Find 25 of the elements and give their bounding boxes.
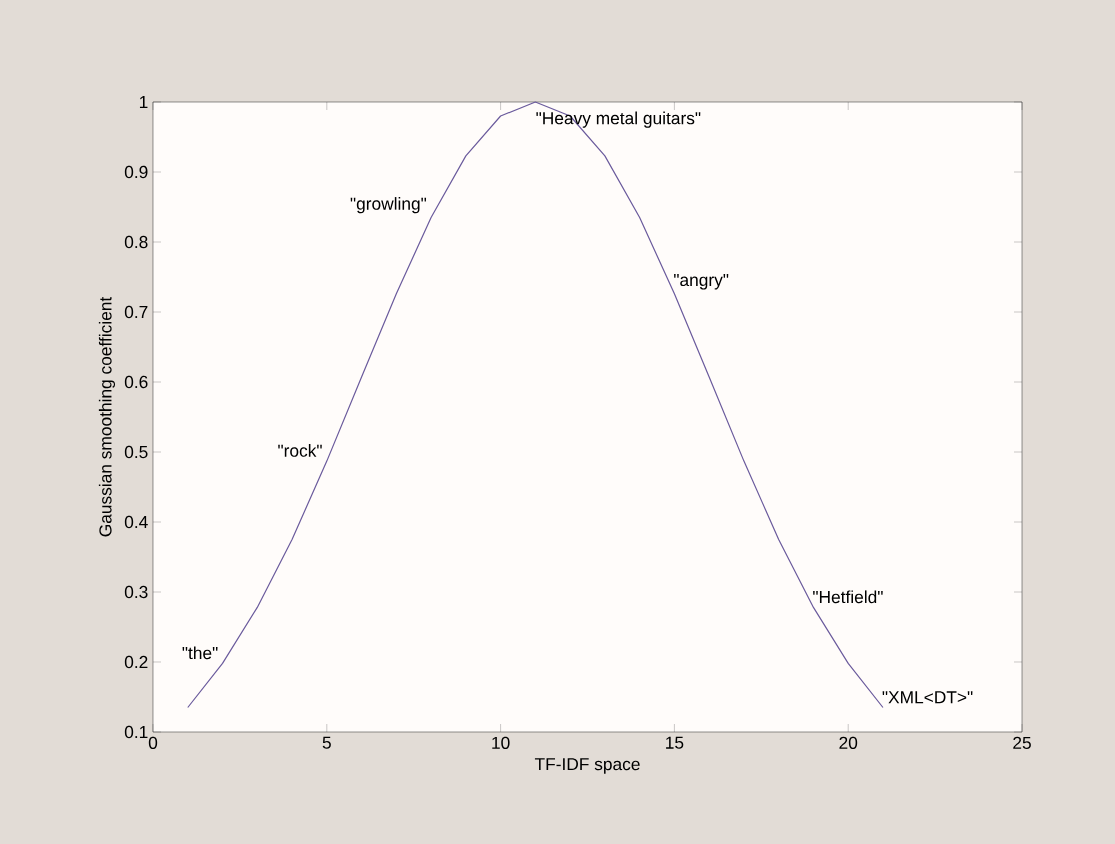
x-axis-title: TF-IDF space bbox=[534, 758, 640, 774]
y-axis-title: Gaussian smoothing coefficient bbox=[98, 296, 116, 537]
annotation: "Heavy metal guitars" bbox=[536, 111, 701, 128]
annotation: "angry" bbox=[674, 274, 729, 290]
y-tick-label: 0.6 bbox=[124, 375, 148, 389]
y-tick-label: 0.8 bbox=[124, 235, 148, 249]
y-tick-label: 0.5 bbox=[124, 445, 148, 459]
annotation: "growling" bbox=[350, 197, 427, 214]
annotation: "Hetfield" bbox=[813, 590, 883, 604]
y-tick-label: 0.9 bbox=[124, 165, 148, 179]
x-tick-label: 20 bbox=[839, 736, 858, 749]
x-tick-label: 5 bbox=[322, 736, 331, 749]
annotation: "XML<DT>" bbox=[882, 691, 973, 704]
y-tick-label: 0.2 bbox=[124, 655, 148, 669]
y-tick-label: 1 bbox=[139, 96, 148, 108]
y-tick-label: 0.3 bbox=[124, 585, 148, 599]
annotation: "rock" bbox=[278, 444, 322, 457]
x-tick-label: 15 bbox=[666, 736, 684, 749]
x-tick-label: 25 bbox=[1013, 736, 1031, 749]
y-tick-label: 0.7 bbox=[124, 305, 148, 319]
y-tick-label: 0.4 bbox=[124, 515, 148, 529]
y-tick-label: 0.1 bbox=[124, 725, 148, 739]
x-tick-label: 0 bbox=[148, 736, 158, 749]
annotation: "the" bbox=[182, 646, 218, 660]
x-tick-label: 10 bbox=[492, 736, 510, 749]
